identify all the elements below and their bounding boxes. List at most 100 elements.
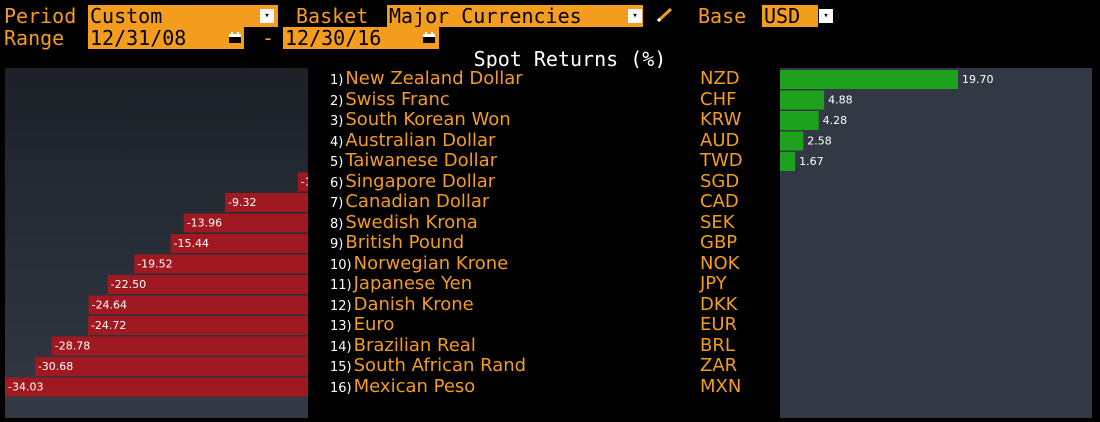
base-select[interactable]: USD [762,5,818,27]
bar-value-label: -1.15 [301,176,308,189]
currency-label: Euro [353,314,395,335]
currency-name[interactable]: 16) Mexican Peso [330,376,475,397]
bar-value-label: 19.70 [962,73,994,86]
currency-name[interactable]: 15) South African Rand [330,355,526,376]
currency-label: Mexican Peso [353,375,476,397]
negative-bar [87,316,308,335]
currency-label: Swedish Krona [345,211,478,233]
negative-bar [134,254,308,274]
row-number: 16) [330,380,352,396]
bar-value-label: -22.50 [111,278,146,291]
negative-bar [88,295,308,315]
currency-code: DKK [700,293,738,315]
row-number: 15) [330,360,352,375]
period-label: Period [4,4,77,28]
calendar-icon[interactable] [422,32,436,44]
range-separator: - [262,26,275,50]
currency-name[interactable]: 4) Australian Dollar [330,130,495,151]
currency-name[interactable]: 7) Canadian Dollar [330,191,489,212]
currency-name[interactable]: 9) British Pound [330,232,464,253]
currency-name[interactable]: 5) Taiwanese Dollar [330,150,497,171]
positive-bar [780,90,825,110]
currency-name[interactable]: 8) Swedish Krona [330,212,478,233]
currency-code: CAD [700,191,739,212]
negative-bar [51,336,309,356]
currency-label: Australian Dollar [345,129,496,151]
row-number: 11) [330,278,352,293]
currency-label: Swiss Franc [345,88,450,110]
bar-value-label: -15.44 [174,237,209,250]
currency-name[interactable]: 11) Japanese Yen [330,273,472,294]
currency-name[interactable]: 13) Euro [330,314,394,335]
positive-returns-panel: 19.70 4.88 4.28 2.58 1.67 [780,68,1092,418]
pencil-icon[interactable] [655,6,675,28]
base-dropdown-icon[interactable]: ▾ [819,9,833,23]
negative-bar [183,213,308,233]
currency-label: South African Rand [353,355,527,376]
row-number: 10) [330,257,352,273]
bar-value-label: -30.68 [38,360,73,373]
basket-label: Basket [296,4,369,28]
bar-value-label: -24.64 [92,299,127,312]
currency-list-panel [312,68,777,418]
row-number: 8) [330,216,344,232]
currency-code: TWD [700,150,743,171]
currency-label: Norwegian Krone [353,252,509,274]
period-select[interactable]: Custom [88,5,278,27]
bar-value-label: 1.67 [799,155,824,168]
currency-name[interactable]: 2) Swiss Franc [330,89,450,110]
bar-value-label: -19.52 [137,258,172,271]
currency-code: JPY [700,273,727,294]
currency-label: South Korean Won [345,109,511,130]
range-start-input[interactable]: 12/31/08 [88,27,244,49]
row-number: 9) [330,237,344,252]
currency-code: EUR [700,314,738,335]
base-label: Base [698,4,747,28]
row-number: 2) [330,93,344,109]
calendar-icon[interactable] [228,32,242,44]
currency-code: AUD [700,129,740,151]
negative-bar [5,377,308,397]
currency-name[interactable]: 12) Danish Krone [330,294,474,315]
negative-bar [107,275,308,294]
bar-value-label: 2.58 [807,135,832,148]
bar-value-label: -13.96 [187,217,222,230]
currency-name[interactable]: 14) Brazilian Real [330,335,476,356]
currency-code: MXN [700,375,742,397]
basket-dropdown-icon[interactable]: ▾ [628,9,642,23]
row-number: 5) [330,155,344,170]
range-end-input[interactable]: 12/30/16 [283,27,439,49]
currency-name[interactable]: 1) New Zealand Dollar [330,68,523,89]
currency-label: Taiwanese Dollar [345,150,498,171]
currency-label: Danish Krone [353,293,474,315]
currency-name[interactable]: 3) South Korean Won [330,109,511,130]
negative-bar [297,172,308,192]
currency-code: SGD [700,170,740,192]
currency-code: GBP [700,232,738,253]
negative-bar [34,357,308,376]
row-number: 7) [330,196,344,211]
positive-bar [780,111,819,130]
currency-label: British Pound [345,232,465,253]
row-number: 4) [330,134,344,150]
bar-value-label: -34.03 [8,381,43,394]
positive-bar [780,70,958,89]
bar-value-label: 4.28 [823,114,848,127]
bar-value-label: -9.32 [228,196,256,209]
row-number: 13) [330,319,352,334]
currency-label: Japanese Yen [353,273,473,294]
period-dropdown-icon[interactable]: ▾ [260,9,274,23]
positive-bar [780,152,796,171]
currency-code: SEK [700,211,735,233]
currency-name[interactable]: 10) Norwegian Krone [330,253,508,274]
currency-code: CHF [700,88,737,110]
currency-label: Canadian Dollar [345,191,490,212]
basket-select[interactable]: Major Currencies [387,5,643,27]
currency-name[interactable]: 6) Singapore Dollar [330,171,495,192]
currency-code: NOK [700,252,740,274]
bar-value-label: -24.72 [91,319,126,332]
negative-bar [225,193,308,212]
currency-code: NZD [700,68,740,89]
currency-code: ZAR [700,355,738,376]
chart-title: Spot Returns (%) [473,47,667,71]
